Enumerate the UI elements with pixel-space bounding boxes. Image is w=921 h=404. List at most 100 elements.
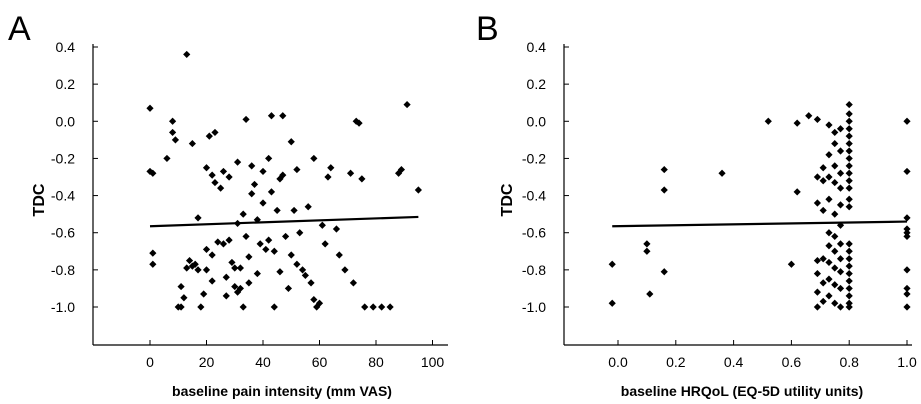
panel-a-data-point (290, 206, 298, 215)
panel-a-data-point (200, 290, 208, 298)
panel-b-data-point (836, 268, 845, 276)
panel-b-y-tick-label: -0.2 (522, 150, 546, 166)
panel-b-data-point (845, 184, 853, 192)
panel-b-data-point (825, 173, 833, 181)
panel-b-data-point (608, 260, 616, 268)
panel-b-data-point (845, 117, 853, 125)
panel-b-data-point (845, 195, 853, 203)
panel-b-y-tick-label: 0.4 (527, 39, 547, 55)
panel-a-data-point (188, 139, 196, 148)
panel-b-data-point (643, 247, 651, 255)
panel-a-data-point (242, 232, 250, 241)
panel-b-data-point (836, 284, 845, 293)
panel-a-y-tick-label: -0.4 (51, 188, 75, 204)
panel-b-x-tick-label: 0.6 (782, 354, 802, 370)
panel-a-data-point (284, 284, 293, 293)
panel-a-data-point (194, 266, 202, 274)
panel-b-data-point (831, 162, 839, 170)
panel-a-data-point (378, 303, 386, 311)
panel-b-y-tick-label: 0.2 (527, 76, 547, 92)
panel-a-y-tick-label: -0.6 (51, 225, 75, 241)
panel-b-data-point (845, 100, 853, 109)
panel-a-data-point (233, 288, 242, 296)
panel-b-data-point (845, 110, 853, 118)
panel-b-data-point (646, 290, 654, 298)
panel-b-data-point (845, 240, 853, 248)
panel-b-data-point (831, 281, 839, 289)
panel-a-data-point (352, 117, 360, 125)
panel-b-data-point (831, 178, 839, 187)
panel-a-data-point (191, 260, 199, 268)
panel-b-data-point (845, 177, 853, 185)
panel-a-data-point (208, 277, 216, 285)
panel-b-data-point (660, 268, 668, 276)
panel-a-data-point (149, 260, 157, 268)
panel-a-data-point (369, 303, 377, 311)
panel-b-data-point (845, 139, 853, 148)
panel-a-data-point (270, 303, 278, 311)
panel-b-data-point (805, 112, 813, 120)
panel-b-data-point (825, 258, 833, 267)
panel-b-data-point (845, 247, 853, 255)
panel-b-data-point (845, 147, 853, 155)
panel-b-data-point (836, 303, 845, 311)
panel-b-data-point (608, 299, 616, 307)
panel-a-data-point (236, 264, 244, 272)
panel-b-y-tick-label: -0.8 (522, 262, 546, 278)
panel-a-data-point (267, 112, 276, 120)
panel-a-data-point (225, 236, 233, 244)
panel-a-data-point (293, 165, 301, 174)
panel-a-data-point (318, 221, 326, 229)
panel-b-data-point (845, 303, 853, 311)
panel-b-x-tick-label: 1.0 (897, 354, 917, 370)
panel-a-data-point (188, 262, 196, 270)
panel-a-data-point (341, 266, 349, 274)
panel-b-data-point (793, 188, 801, 196)
panel-a-y-tick-label: 0.0 (56, 113, 76, 129)
panel-a-data-point (265, 154, 273, 163)
panel-a-data-point (293, 260, 301, 268)
panel-a-data-point (146, 104, 154, 112)
panel-a-data-point (202, 266, 211, 274)
panel-a-data-point (225, 173, 233, 181)
panel-a-data-point (267, 188, 276, 196)
panel-b-data-point (836, 201, 845, 209)
panel-a-data-point (222, 273, 230, 281)
panel-b-data-point (813, 269, 822, 278)
panel-b-data-point (813, 173, 822, 181)
panel-a-data-point (386, 303, 394, 311)
panel-b-data-point (819, 177, 827, 185)
panel-b-data-point (813, 199, 822, 207)
panel-b-data-point (845, 292, 853, 300)
panel-a-data-point (310, 295, 318, 304)
panel-b-data-point (831, 264, 839, 272)
panel-a-data-point (324, 173, 332, 181)
panel-a-data-point (228, 258, 236, 267)
panel-b-data-point (825, 292, 833, 300)
panel-a-data-point (248, 190, 256, 198)
panel-a-data-point (279, 171, 287, 179)
panel-a-letter: A (8, 10, 31, 48)
panel-a-data-point (239, 303, 247, 311)
panel-a-data-point (276, 268, 284, 276)
panel-b-data-point (845, 132, 853, 140)
panel-a-data-point (171, 136, 180, 144)
panel-b-data-point (845, 284, 853, 293)
panel-a-y-tick-label: -0.2 (51, 150, 75, 166)
panel-b-data-point (813, 303, 822, 311)
panel-a-data-point (355, 119, 363, 127)
panel-b-data-point (845, 154, 853, 163)
panel-b-data-point (845, 299, 853, 307)
panel-b-data-point (903, 229, 911, 237)
panel-b-data-point (831, 210, 839, 218)
panel-b-data-point (825, 151, 833, 159)
panel-b-data-point (660, 186, 668, 194)
panel-a-data-point (177, 282, 185, 291)
panel-a-data-point (262, 245, 270, 254)
panel-b-data-point (825, 121, 833, 129)
panel-a-data-point (265, 236, 273, 244)
panel-a-data-point (197, 303, 205, 311)
panel-a-data-point (279, 112, 287, 120)
panel-a-data-point (236, 284, 244, 293)
panel-b-data-point (813, 288, 822, 296)
